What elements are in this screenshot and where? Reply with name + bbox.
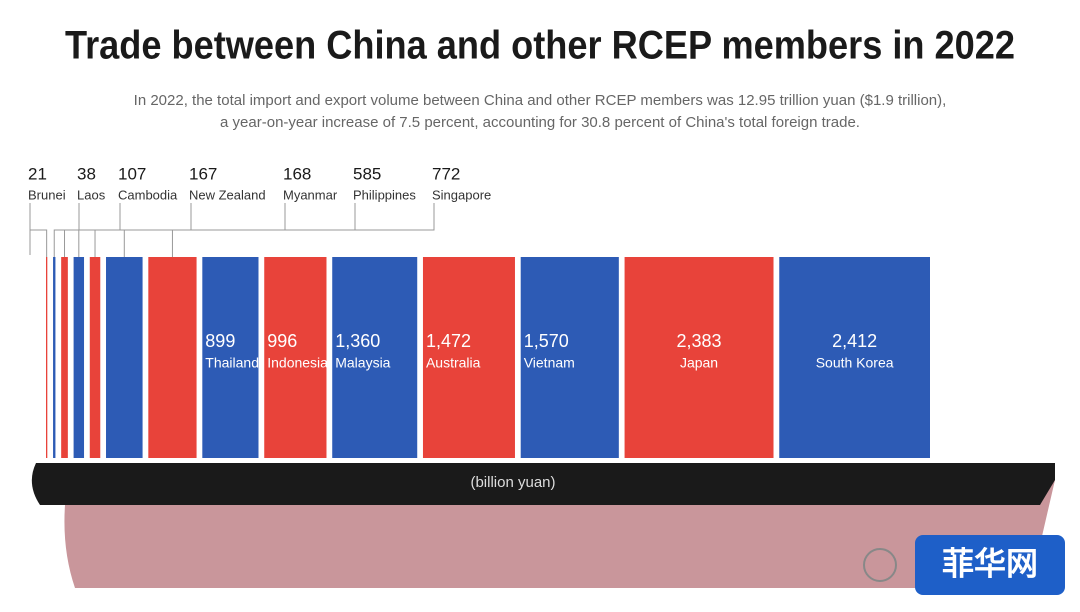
value-label: 996 xyxy=(267,331,297,351)
category-label: Australia xyxy=(426,355,481,371)
category-label: Cambodia xyxy=(118,187,178,202)
category-label: Laos xyxy=(77,187,106,202)
bar xyxy=(89,257,101,458)
chart-title: Trade between China and other RCEP membe… xyxy=(65,24,1015,68)
category-label: Myanmar xyxy=(283,187,338,202)
ship-hull xyxy=(64,480,1055,588)
bar xyxy=(264,257,327,458)
category-label: Philippines xyxy=(353,187,416,202)
value-label: 38 xyxy=(77,164,96,183)
category-label: Vietnam xyxy=(524,355,575,371)
category-label: Japan xyxy=(680,355,718,371)
leader-line xyxy=(171,203,435,257)
bar xyxy=(332,257,418,458)
bar xyxy=(520,257,619,458)
unit-label: (billion yuan) xyxy=(470,474,555,491)
value-label: 899 xyxy=(205,331,235,351)
watermark: 菲华网 xyxy=(863,535,1065,595)
bar xyxy=(422,257,515,458)
category-label: Thailand xyxy=(205,355,259,371)
value-label: 1,570 xyxy=(524,331,569,351)
value-label: 107 xyxy=(118,164,146,183)
category-label: Malaysia xyxy=(335,355,390,371)
value-label: 772 xyxy=(432,164,460,183)
value-label: 1,472 xyxy=(426,331,471,351)
bar xyxy=(73,257,85,458)
category-label: New Zealand xyxy=(189,187,266,202)
watermark-text: 菲华网 xyxy=(942,545,1038,581)
value-label: 168 xyxy=(283,164,311,183)
bar xyxy=(61,257,68,458)
category-label: Indonesia xyxy=(267,355,328,371)
bar xyxy=(46,257,48,458)
leader-line xyxy=(29,203,48,257)
subtitle: a year-on-year increase of 7.5 percent, … xyxy=(220,114,860,131)
category-label: Brunei xyxy=(28,187,66,202)
bar xyxy=(106,257,143,458)
category-label: Singapore xyxy=(432,187,491,202)
bar xyxy=(624,257,774,458)
ship-deck xyxy=(31,463,1056,505)
subtitle: In 2022, the total import and export vol… xyxy=(134,92,947,109)
bar xyxy=(202,257,259,458)
value-label: 2,412 xyxy=(832,331,877,351)
value-label: 2,383 xyxy=(677,331,722,351)
watermark-icon xyxy=(863,548,897,582)
category-label: South Korea xyxy=(816,355,894,371)
value-label: 21 xyxy=(28,164,47,183)
value-label: 585 xyxy=(353,164,381,183)
value-label: 1,360 xyxy=(335,331,380,351)
bar xyxy=(53,257,56,458)
watermark-badge xyxy=(915,535,1065,595)
value-label: 167 xyxy=(189,164,217,183)
bar xyxy=(779,257,930,458)
bar xyxy=(148,257,197,458)
